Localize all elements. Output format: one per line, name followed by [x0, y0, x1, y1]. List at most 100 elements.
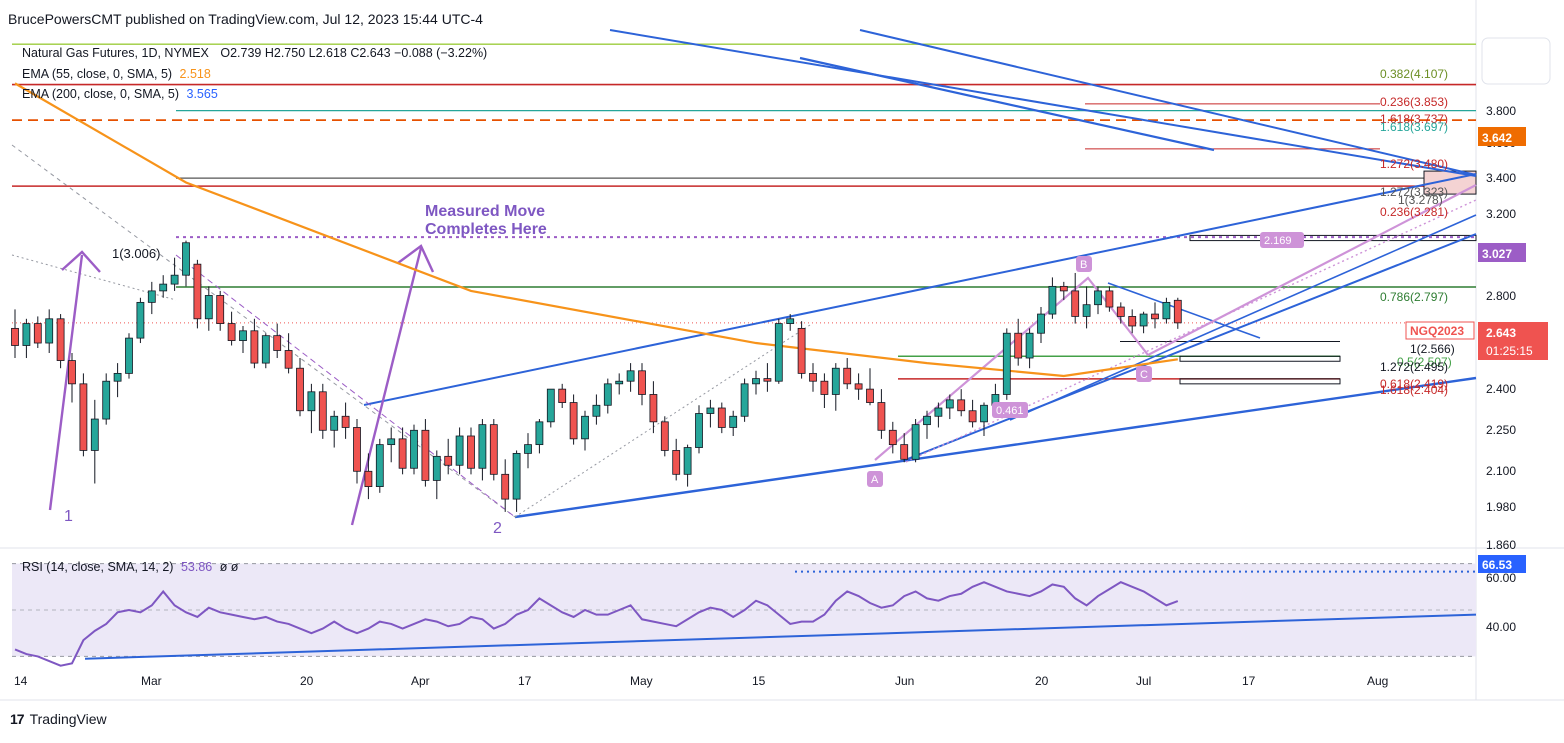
candle-body[interactable]	[980, 404, 988, 423]
candle-body[interactable]	[695, 413, 703, 448]
candle-body[interactable]	[717, 407, 726, 428]
candle-body[interactable]	[467, 435, 475, 469]
candle-body[interactable]	[1002, 332, 1011, 395]
candle-body[interactable]	[797, 327, 806, 374]
candle-body[interactable]	[957, 399, 966, 412]
candle-body[interactable]	[250, 330, 259, 364]
candle-body[interactable]	[649, 394, 658, 423]
candle-body[interactable]	[900, 444, 909, 460]
ema200-legend[interactable]: EMA (200, close, 0, SMA, 5) 3.565	[22, 87, 218, 101]
candle-body[interactable]	[410, 429, 418, 469]
candle-body[interactable]	[79, 383, 88, 451]
candle-body[interactable]	[387, 438, 396, 446]
ema55-legend[interactable]: EMA (55, close, 0, SMA, 5) 2.518	[22, 67, 211, 81]
candle-body[interactable]	[1037, 313, 1045, 334]
candle-body[interactable]	[546, 388, 555, 423]
candle-body[interactable]	[227, 323, 236, 341]
candle-body[interactable]	[353, 427, 361, 472]
candle-body[interactable]	[638, 370, 646, 395]
candle-body[interactable]	[501, 473, 510, 500]
candle-body[interactable]	[626, 370, 635, 382]
candle-body[interactable]	[1162, 301, 1171, 320]
candle-body[interactable]	[1014, 332, 1023, 359]
candle-body[interactable]	[1082, 304, 1091, 317]
candle-body[interactable]	[113, 372, 122, 382]
candle-body[interactable]	[592, 404, 601, 417]
candle-body[interactable]	[147, 290, 156, 303]
rsi-legend[interactable]: RSI (14, close, SMA, 14, 2) 53.86 ø ø	[22, 560, 238, 574]
candle-body[interactable]	[1139, 313, 1148, 327]
candle-body[interactable]	[854, 383, 863, 390]
candle-body[interactable]	[364, 470, 373, 487]
candle-body[interactable]	[740, 383, 749, 417]
candle-body[interactable]	[752, 378, 760, 385]
candle-body[interactable]	[330, 415, 339, 431]
candle-body[interactable]	[660, 421, 669, 451]
candle-body[interactable]	[1025, 332, 1034, 359]
candle-body[interactable]	[1059, 285, 1068, 292]
candle-body[interactable]	[786, 318, 795, 324]
badge-last-price[interactable]	[1478, 322, 1548, 360]
candle-body[interactable]	[809, 372, 817, 382]
candle-body[interactable]	[524, 444, 532, 454]
candle-body[interactable]	[489, 424, 498, 475]
candle-body[interactable]	[296, 367, 304, 412]
candle-body[interactable]	[1105, 290, 1114, 308]
candle-body[interactable]	[1094, 290, 1102, 306]
candle-body[interactable]	[421, 429, 430, 481]
candle-body[interactable]	[535, 421, 544, 446]
candle-body[interactable]	[1116, 306, 1125, 317]
candle-body[interactable]	[1071, 290, 1080, 317]
candle-body[interactable]	[239, 330, 247, 341]
candle-body[interactable]	[90, 418, 99, 451]
candle-body[interactable]	[672, 450, 681, 475]
candle-body[interactable]	[11, 327, 19, 346]
candle-body[interactable]	[911, 424, 920, 460]
candle-body[interactable]	[831, 367, 840, 395]
candle-body[interactable]	[866, 388, 874, 403]
candle-body[interactable]	[284, 350, 293, 369]
scale-button[interactable]	[1481, 37, 1551, 85]
candle-body[interactable]	[182, 242, 190, 276]
candle-body[interactable]	[706, 407, 715, 414]
candle-body[interactable]	[558, 388, 567, 403]
candle-body[interactable]	[432, 455, 441, 481]
candle-body[interactable]	[1128, 316, 1137, 327]
candle-body[interactable]	[1151, 313, 1159, 320]
candle-body[interactable]	[923, 415, 931, 426]
candle-body[interactable]	[68, 360, 76, 385]
candle-body[interactable]	[1173, 299, 1182, 324]
candle-body[interactable]	[444, 455, 453, 466]
candle-body[interactable]	[478, 424, 487, 469]
candle-body[interactable]	[888, 429, 897, 446]
candle-body[interactable]	[945, 399, 954, 409]
badge-rsi-66[interactable]	[1478, 555, 1526, 573]
badge-ngq2023[interactable]	[1405, 321, 1475, 340]
candle-body[interactable]	[843, 367, 852, 385]
footer-brand[interactable]: 17 TradingView	[10, 711, 107, 727]
candle-body[interactable]	[307, 391, 316, 412]
badge-3642[interactable]	[1478, 127, 1526, 146]
candle-body[interactable]	[375, 444, 384, 487]
candle-body[interactable]	[341, 415, 350, 428]
candle-body[interactable]	[45, 318, 54, 344]
candle-body[interactable]	[615, 380, 624, 385]
candle-body[interactable]	[968, 410, 977, 423]
candle-body[interactable]	[455, 435, 464, 466]
candle-body[interactable]	[102, 380, 111, 420]
candle-body[interactable]	[318, 391, 327, 431]
candle-body[interactable]	[204, 295, 213, 320]
candle-body[interactable]	[877, 402, 886, 431]
candle-body[interactable]	[683, 447, 692, 475]
candle-body[interactable]	[603, 383, 612, 406]
candle-body[interactable]	[159, 283, 168, 292]
candle-body[interactable]	[763, 378, 772, 382]
candle-body[interactable]	[820, 380, 829, 395]
candle-body[interactable]	[581, 415, 589, 440]
candle-body[interactable]	[136, 301, 145, 339]
candle-body[interactable]	[569, 402, 578, 440]
candle-body[interactable]	[774, 323, 783, 382]
candle-body[interactable]	[1048, 285, 1057, 315]
candle-body[interactable]	[170, 274, 179, 285]
